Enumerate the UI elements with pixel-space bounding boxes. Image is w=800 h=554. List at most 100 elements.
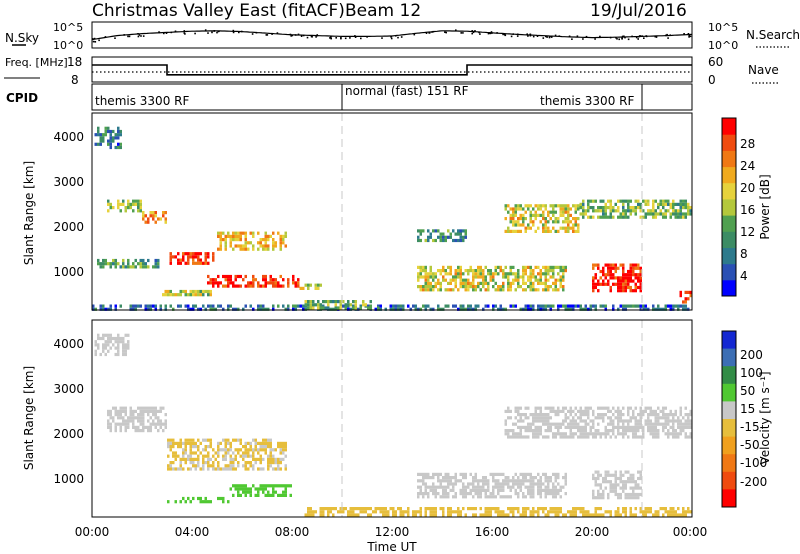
- power-cell: [272, 284, 275, 288]
- velocity-cell: [434, 507, 437, 511]
- power-cell: [637, 279, 640, 283]
- velocity-cell: [514, 507, 517, 511]
- velocity-cell: [127, 343, 130, 347]
- velocity-cell: [562, 476, 565, 480]
- power-cell: [407, 304, 410, 308]
- power-cell: [239, 274, 242, 279]
- velocity-cell: [602, 513, 605, 517]
- power-cell: [529, 217, 532, 221]
- power-cell: [222, 238, 225, 242]
- noise-search-point: [294, 34, 297, 36]
- velocity-cell: [622, 406, 625, 410]
- power-cell: [459, 272, 462, 276]
- velocity-cell: [464, 485, 467, 489]
- velocity-cell: [522, 495, 525, 499]
- velocity-cell: [247, 451, 250, 455]
- noise-search-point: [455, 29, 457, 31]
- power-cell: [627, 209, 630, 213]
- power-cell: [399, 304, 402, 308]
- power-cell: [172, 255, 175, 259]
- velocity-cell: [497, 507, 500, 511]
- velocity-cell: [359, 507, 362, 511]
- velocity-cell: [424, 476, 427, 480]
- velocity-cell: [642, 425, 645, 429]
- power-cell: [212, 278, 215, 282]
- velocity-cell: [254, 448, 257, 452]
- power-cell: [572, 204, 575, 208]
- power-cell: [279, 284, 282, 288]
- velocity-cell: [212, 448, 215, 452]
- velocity-cell: [187, 454, 190, 458]
- velocity-cell: [114, 429, 117, 433]
- power-cell: [247, 281, 250, 285]
- velocity-cell: [539, 488, 542, 492]
- velocity-cell: [407, 507, 410, 511]
- power-cell: [622, 209, 625, 213]
- power-cell: [672, 202, 675, 206]
- velocity-cell: [444, 485, 447, 489]
- power-cbar-tick-4: 4: [740, 269, 748, 283]
- velocity-cell: [617, 409, 620, 413]
- power-cell: [614, 282, 617, 286]
- noise-search-point: [638, 35, 640, 38]
- velocity-cell: [472, 488, 475, 492]
- velocity-cell: [192, 464, 195, 468]
- power-cell: [467, 285, 470, 289]
- velocity-cell: [454, 479, 457, 483]
- power-cell: [494, 304, 497, 308]
- velocity-cell: [519, 472, 522, 476]
- velocity-cell: [309, 513, 312, 517]
- velocity-cell: [152, 419, 155, 423]
- power-cell: [447, 265, 450, 269]
- power-cell: [679, 209, 682, 213]
- velocity-cell: [459, 479, 462, 483]
- velocity-cell: [552, 406, 555, 410]
- power-cell: [212, 255, 215, 259]
- power-cell: [207, 281, 210, 285]
- velocity-cell: [677, 507, 680, 511]
- power-cell: [642, 199, 645, 203]
- power-cell: [282, 278, 285, 282]
- noise-search-point: [550, 36, 553, 38]
- power-cell: [272, 231, 275, 235]
- noise-search-point: [512, 33, 514, 35]
- power-cell: [639, 266, 642, 270]
- velocity-cell: [132, 409, 135, 413]
- power-cell: [474, 285, 477, 289]
- velocity-cell: [192, 438, 195, 442]
- power-cell: [524, 217, 527, 221]
- velocity-cell: [484, 479, 487, 483]
- power-cell: [299, 304, 302, 308]
- power-cell: [207, 261, 210, 265]
- velocity-cell: [134, 409, 137, 413]
- velocity-cell: [232, 467, 235, 471]
- velocity-cell: [477, 495, 480, 499]
- velocity-cell: [534, 435, 537, 439]
- velocity-cell: [572, 513, 575, 517]
- velocity-cell: [549, 479, 552, 483]
- noise-search-point: [645, 35, 648, 38]
- power-cell: [449, 272, 452, 276]
- velocity-cell: [382, 510, 385, 514]
- velocity-cell: [507, 416, 510, 420]
- velocity-cell: [477, 488, 480, 492]
- power-cell: [444, 278, 447, 282]
- velocity-cell: [519, 429, 522, 433]
- power-cell: [567, 226, 570, 230]
- noise-search-point: [582, 38, 584, 40]
- power-cell: [442, 278, 445, 282]
- velocity-cell: [537, 492, 540, 496]
- power-cell: [457, 265, 460, 269]
- velocity-cell: [527, 406, 530, 410]
- velocity-cell: [259, 457, 262, 461]
- power-cell: [537, 204, 540, 208]
- power-cell: [464, 281, 467, 285]
- xtick-0000: 00:00: [75, 525, 110, 539]
- noise-search-point: [639, 35, 641, 37]
- velocity-cell: [549, 409, 552, 413]
- velocity-cell: [182, 454, 185, 458]
- power-cell: [417, 285, 420, 289]
- power-cell: [279, 244, 282, 248]
- power-cell: [379, 304, 382, 308]
- velocity-cell: [442, 495, 445, 499]
